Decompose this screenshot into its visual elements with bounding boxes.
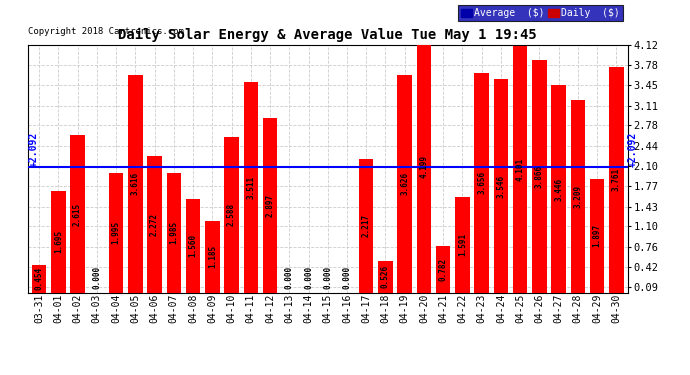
Text: 2.217: 2.217 bbox=[362, 214, 371, 237]
Bar bbox=[609, 67, 624, 292]
Text: 1.591: 1.591 bbox=[458, 233, 467, 256]
Bar bbox=[51, 190, 66, 292]
Text: 1.995: 1.995 bbox=[112, 221, 121, 244]
Text: 3.446: 3.446 bbox=[554, 177, 563, 201]
Text: 0.000: 0.000 bbox=[285, 266, 294, 290]
Bar bbox=[455, 197, 470, 292]
Bar bbox=[128, 75, 143, 292]
Text: 0.000: 0.000 bbox=[323, 266, 333, 290]
Text: 2.272: 2.272 bbox=[150, 213, 159, 236]
Text: 3.546: 3.546 bbox=[496, 174, 505, 198]
Bar bbox=[148, 156, 161, 292]
Text: +2.092: +2.092 bbox=[28, 132, 39, 167]
Text: 4.199: 4.199 bbox=[420, 155, 428, 178]
Text: 3.209: 3.209 bbox=[573, 184, 582, 208]
Text: 3.761: 3.761 bbox=[612, 168, 621, 191]
Text: Copyright 2018 Cartronics.com: Copyright 2018 Cartronics.com bbox=[28, 27, 184, 36]
Bar bbox=[532, 60, 546, 292]
Bar bbox=[205, 221, 219, 292]
Text: 3.511: 3.511 bbox=[246, 176, 255, 199]
Bar bbox=[436, 246, 451, 292]
Bar bbox=[475, 73, 489, 292]
Bar bbox=[263, 118, 277, 292]
Text: 0.000: 0.000 bbox=[342, 266, 351, 290]
Text: 4.101: 4.101 bbox=[515, 158, 524, 181]
Bar bbox=[397, 75, 412, 292]
Text: 3.616: 3.616 bbox=[131, 172, 140, 195]
Text: 0.000: 0.000 bbox=[304, 266, 313, 290]
Text: 0.454: 0.454 bbox=[34, 267, 43, 290]
Bar bbox=[590, 178, 604, 292]
Text: 3.626: 3.626 bbox=[400, 172, 409, 195]
Bar bbox=[224, 137, 239, 292]
Bar bbox=[166, 173, 181, 292]
Bar bbox=[70, 135, 85, 292]
Text: 3.656: 3.656 bbox=[477, 171, 486, 194]
Title: Daily Solar Energy & Average Value Tue May 1 19:45: Daily Solar Energy & Average Value Tue M… bbox=[119, 28, 537, 42]
Bar bbox=[571, 100, 585, 292]
Bar bbox=[32, 265, 46, 292]
Bar bbox=[359, 159, 373, 292]
Bar bbox=[494, 80, 508, 292]
Text: 1.985: 1.985 bbox=[169, 221, 178, 245]
Text: 2.897: 2.897 bbox=[266, 194, 275, 217]
Bar bbox=[513, 46, 527, 292]
Text: 1.897: 1.897 bbox=[593, 224, 602, 247]
Text: 0.000: 0.000 bbox=[92, 266, 101, 290]
Text: 2.588: 2.588 bbox=[227, 203, 236, 226]
Text: 0.526: 0.526 bbox=[381, 265, 390, 288]
Bar bbox=[109, 172, 124, 292]
Legend: Average  ($), Daily  ($): Average ($), Daily ($) bbox=[458, 5, 623, 21]
Bar bbox=[378, 261, 393, 292]
Bar bbox=[186, 199, 200, 292]
Bar bbox=[417, 40, 431, 292]
Text: 1.695: 1.695 bbox=[54, 230, 63, 253]
Text: 3.866: 3.866 bbox=[535, 165, 544, 188]
Bar bbox=[244, 82, 258, 292]
Text: 1.185: 1.185 bbox=[208, 245, 217, 268]
Text: 0.782: 0.782 bbox=[439, 258, 448, 280]
Text: 1.560: 1.560 bbox=[188, 234, 197, 257]
Bar bbox=[551, 86, 566, 292]
Text: +2.092: +2.092 bbox=[628, 132, 638, 167]
Text: 2.615: 2.615 bbox=[73, 202, 82, 225]
